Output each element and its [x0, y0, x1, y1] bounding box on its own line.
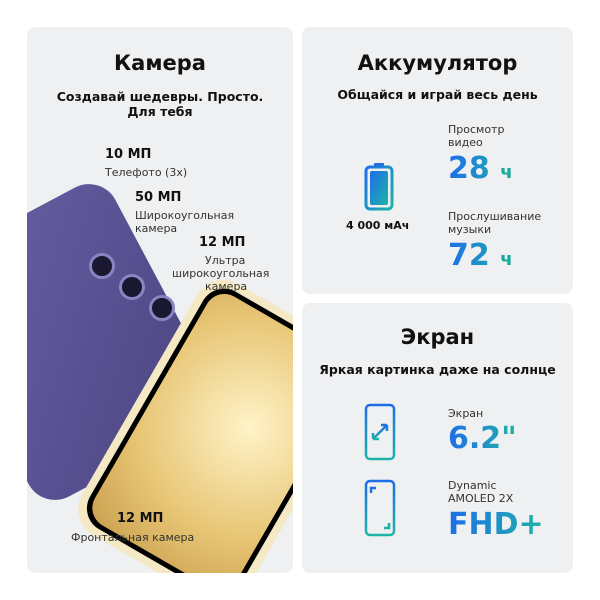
video-label-2: видео — [448, 136, 483, 149]
front-value: 12 МП — [117, 511, 164, 526]
screen-size-label: Экран — [448, 407, 484, 420]
music-label-1: Прослушивание — [448, 210, 542, 223]
video-hours: 28 ч — [448, 151, 513, 186]
camera-title: Камера — [114, 51, 206, 75]
music-value: 72 — [448, 238, 490, 273]
resolution-value: FHD+ — [448, 507, 544, 542]
screen-subtitle: Яркая картинка даже на солнце — [319, 362, 556, 377]
display-type-1: Dynamic — [448, 479, 497, 492]
video-value: 28 — [448, 151, 490, 186]
battery-title: Аккумулятор — [357, 51, 518, 75]
wide-value: 50 МП — [135, 190, 182, 205]
wide-label-2: камера — [135, 222, 178, 235]
camera-subtitle-2: Для тебя — [127, 104, 193, 119]
tele-label: Телефото (3х) — [105, 166, 188, 179]
battery-icon — [364, 163, 394, 211]
camera-subtitle-1: Создавай шедевры. Просто. — [56, 89, 264, 104]
battery-panel: Аккумулятор Общайся и играй весь день 4 … — [302, 27, 573, 294]
battery-subtitle: Общайся и играй весь день — [337, 87, 538, 102]
screen-panel: Экран Яркая картинка даже на солнце Экра… — [302, 303, 573, 573]
battery-capacity: 4 000 мАч — [346, 219, 410, 232]
ultra-label-2: широкоугольная — [172, 267, 270, 280]
video-label-1: Просмотр — [448, 123, 505, 136]
music-unit: ч — [500, 249, 513, 270]
ultra-label-3: камера — [205, 280, 248, 293]
ultra-label-1: Ультра — [205, 254, 246, 267]
screen-title: Экран — [400, 325, 475, 349]
display-type-2: AMOLED 2X — [448, 492, 514, 505]
screen-size-value: 6.2" — [448, 421, 517, 456]
camera-panel: Камера Создавай шедевры. Просто. Для теб… — [27, 27, 293, 573]
wide-lens — [119, 274, 145, 300]
music-label-2: музыки — [448, 223, 492, 236]
ultra-lens — [149, 295, 175, 321]
display-icon — [364, 479, 396, 537]
front-label: Фронтальная камера — [71, 531, 195, 544]
ultra-value: 12 МП — [199, 235, 246, 250]
screen-size-icon — [364, 403, 396, 461]
video-unit: ч — [500, 162, 513, 183]
tele-value: 10 МП — [105, 147, 152, 162]
music-hours: 72 ч — [448, 238, 513, 273]
wide-label-1: Широкоугольная — [135, 209, 235, 222]
tele-lens — [89, 253, 115, 279]
